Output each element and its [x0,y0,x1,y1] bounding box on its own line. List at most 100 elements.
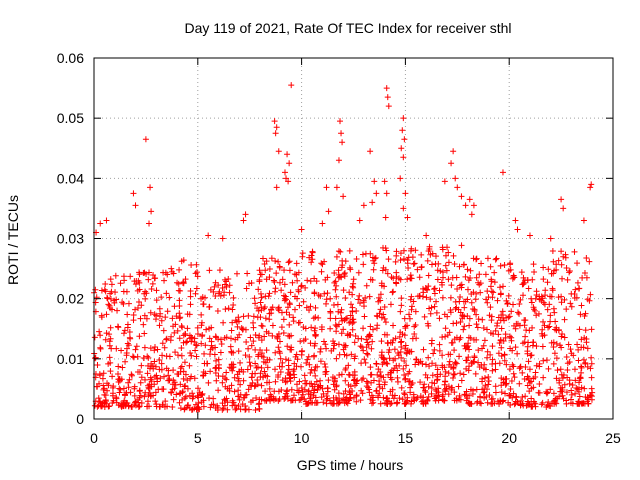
data-point [324,290,331,297]
data-point [484,348,491,355]
data-point [296,302,303,309]
data-point [384,270,391,277]
data-point [473,321,480,328]
data-point [445,259,452,266]
data-point [200,397,207,404]
data-point [476,271,483,278]
data-point [248,374,255,381]
data-point [417,379,424,386]
data-point [572,390,579,397]
data-point [553,400,560,407]
data-point [450,252,457,259]
data-point [529,342,536,349]
data-point [383,247,390,254]
data-point [457,294,464,301]
data-point [318,260,325,267]
data-point [295,288,302,295]
data-point [405,254,412,261]
data-point [561,334,568,341]
data-point [243,285,250,292]
data-point [294,356,301,363]
data-point [378,349,385,356]
data-point [331,378,338,385]
data-point [378,280,385,287]
data-point [206,395,213,402]
data-point [400,365,407,372]
data-point [346,332,353,339]
data-point [420,346,427,353]
data-point [387,301,394,308]
data-point [198,311,205,318]
data-point [450,371,457,378]
data-point [461,391,468,398]
data-point [429,379,436,386]
data-point [176,302,183,309]
data-point [454,286,461,293]
data-point [285,178,292,185]
data-point [165,367,172,374]
data-point [462,202,469,209]
data-point [126,334,133,341]
data-point [520,274,527,281]
data-point [192,341,199,348]
data-point [130,190,137,197]
data-point [320,390,327,397]
data-point [570,352,577,359]
data-point [561,381,568,388]
data-point [123,349,130,356]
data-point [439,274,446,281]
data-point [130,312,137,319]
data-point [120,330,127,337]
data-point [574,279,581,286]
data-point [588,396,595,403]
data-point [137,379,144,386]
data-point [142,376,149,383]
data-point [189,335,196,342]
data-point [282,356,289,363]
data-point [521,339,528,346]
data-point [408,245,415,252]
data-point [324,385,331,392]
data-point [323,396,330,403]
data-point [536,360,543,367]
data-point [401,136,408,143]
data-point [168,389,175,396]
data-point [492,366,499,373]
data-point [517,363,524,370]
data-point [113,296,120,303]
data-point [205,379,212,386]
data-point [232,317,239,324]
data-point [319,220,326,227]
data-point [484,299,491,306]
data-point [512,217,519,224]
data-point [420,400,427,407]
data-point [521,279,528,286]
data-point [217,336,224,343]
data-point [482,382,489,389]
data-point [158,317,165,324]
data-point [578,364,585,371]
data-point [573,385,580,392]
data-point [435,397,442,404]
data-point [407,275,414,282]
data-point [94,362,101,369]
data-point [271,388,278,395]
data-point [167,337,174,344]
data-point [355,269,362,276]
data-point [227,343,234,350]
data-point [180,278,187,285]
data-point [160,327,167,334]
data-point [396,362,403,369]
data-point [115,402,122,409]
data-point [194,324,201,331]
data-point [174,327,181,334]
data-point [156,356,163,363]
data-point [114,323,121,330]
data-point [119,299,126,306]
data-point [553,355,560,362]
data-point [582,360,589,367]
data-point [182,371,189,378]
data-point [295,389,302,396]
data-point [528,299,535,306]
data-point [188,334,195,341]
